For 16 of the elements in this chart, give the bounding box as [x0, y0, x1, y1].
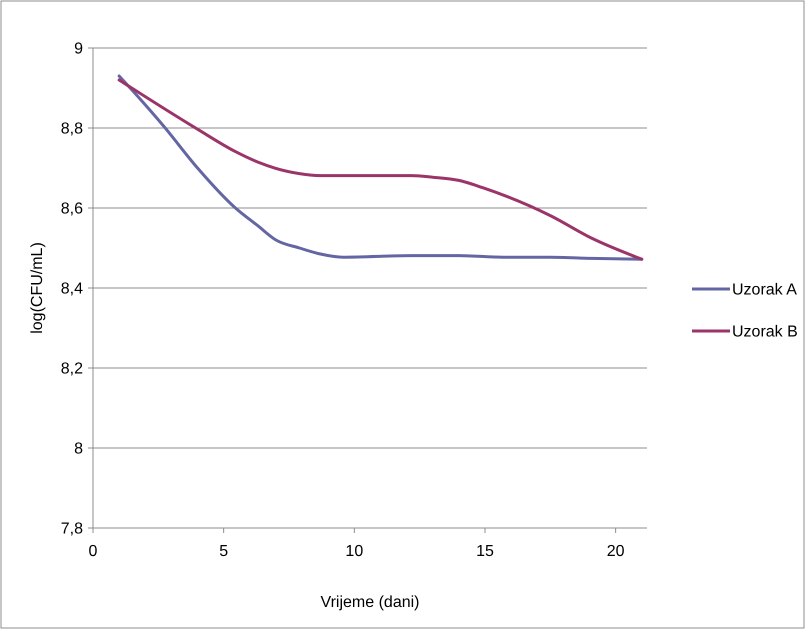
y-axis-title: log(CFU/mL) — [29, 242, 46, 334]
y-tick-label: 8,2 — [60, 360, 84, 378]
x-axis-title: Vrijeme (dani) — [320, 594, 420, 611]
y-tick-label: 8,4 — [60, 280, 84, 298]
x-tick-label: 15 — [476, 543, 494, 560]
x-tick-label: 20 — [606, 543, 625, 560]
x-tick-label: 5 — [219, 543, 228, 560]
y-tick-label: 9 — [74, 40, 84, 58]
x-tick-label: 10 — [345, 543, 364, 560]
legend-label: Uzorak A — [732, 282, 798, 299]
x-tick-label: 0 — [88, 543, 98, 560]
legend-label: Uzorak B — [732, 324, 798, 341]
y-tick-label: 7,8 — [60, 520, 84, 538]
y-tick-label: 8 — [74, 440, 84, 458]
y-tick-label: 8,6 — [60, 200, 84, 218]
y-tick-label: 8,8 — [60, 120, 84, 138]
